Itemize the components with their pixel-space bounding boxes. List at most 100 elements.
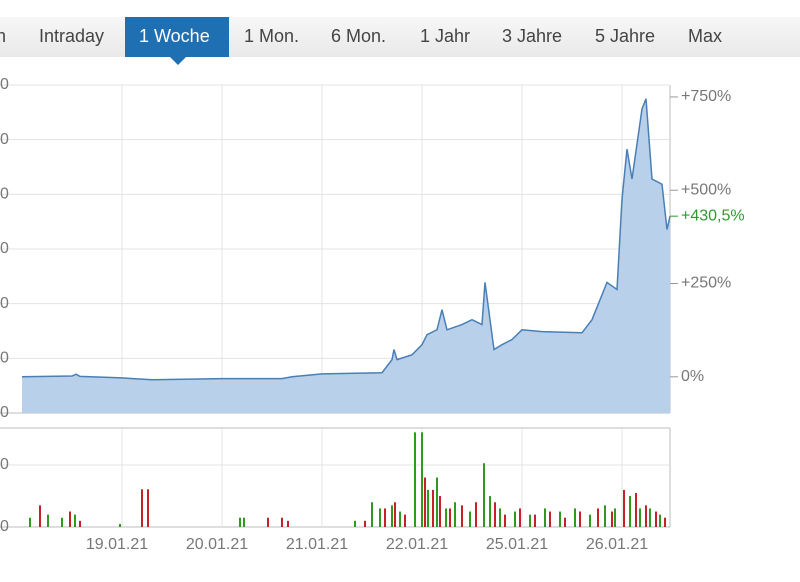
left-tick-label: 0: [0, 404, 9, 421]
left-tick-label: 0: [0, 76, 9, 93]
tab[interactable]: 1 Jahr: [420, 26, 470, 46]
volume-bar: [119, 523, 121, 527]
volume-bar: [544, 508, 546, 527]
volume-bar: [559, 511, 561, 527]
volume-bar: [29, 517, 31, 527]
volume-bar: [519, 508, 521, 527]
tab[interactable]: h: [0, 26, 6, 46]
volume-bar: [475, 502, 477, 527]
volume-bar: [489, 496, 491, 527]
volume-bar: [645, 505, 647, 527]
volume-bar: [79, 520, 81, 527]
tab[interactable]: 1 Woche: [139, 26, 210, 46]
volume-bar: [597, 508, 599, 527]
left-tick-label: 0: [0, 186, 9, 203]
x-tick-label: 26.01.21: [586, 536, 648, 553]
tab[interactable]: 5 Jahre: [595, 26, 655, 46]
volume-bar: [604, 505, 606, 527]
volume-bar: [281, 517, 283, 527]
volume-bar: [564, 517, 566, 527]
volume-bar: [74, 514, 76, 527]
volume-bar: [414, 432, 416, 527]
volume-bar: [504, 514, 506, 527]
tab[interactable]: 6 Mon.: [331, 26, 386, 46]
x-tick-label: 19.01.21: [86, 536, 148, 553]
left-tick-label: 0: [0, 456, 9, 473]
y2-tick-label: +250%: [681, 275, 731, 292]
volume-bar: [639, 508, 641, 527]
volume-bar: [499, 508, 501, 527]
y2-tick-label: +500%: [681, 181, 731, 198]
volume-bar: [287, 520, 289, 527]
left-tick-label: 0: [0, 240, 9, 257]
tab-bar: [0, 17, 800, 57]
volume-bar: [454, 502, 456, 527]
y2-tick-label: +750%: [681, 88, 731, 105]
volume-bar: [432, 489, 434, 527]
volume-bar: [39, 505, 41, 527]
volume-bar: [421, 432, 423, 527]
area: [22, 98, 670, 414]
volume-bar: [655, 511, 657, 527]
volume-bar: [649, 508, 651, 527]
x-tick-label: 21.01.21: [286, 536, 348, 553]
volume-bar: [514, 511, 516, 527]
volume-bar: [354, 520, 356, 527]
volume-bar: [239, 517, 241, 527]
volume-bar: [461, 505, 463, 527]
line: [21, 98, 671, 381]
volume-bar: [635, 492, 637, 527]
volume-bar: [449, 508, 451, 527]
volume-bar: [427, 489, 429, 527]
left-tick-label: 0: [0, 350, 9, 367]
y2-tick-label: 0%: [681, 368, 704, 385]
volume-bar: [659, 514, 661, 527]
volume-bar: [424, 477, 426, 527]
left-tick-label: 0: [0, 518, 9, 535]
volume-bar: [614, 508, 616, 527]
left-tick-label: 0: [0, 131, 9, 148]
volume-bar: [574, 508, 576, 527]
volume-bar: [534, 514, 536, 527]
volume-bar: [664, 517, 666, 527]
volume-bar: [371, 502, 373, 527]
volume-bar: [549, 511, 551, 527]
last-value-label: +430,5%: [681, 207, 745, 224]
volume-bar: [469, 511, 471, 527]
tab[interactable]: 3 Jahre: [502, 26, 562, 46]
volume-bar: [267, 517, 269, 527]
volume-bar: [364, 520, 366, 527]
tab-active-bg: [125, 17, 229, 57]
volume-bar: [61, 517, 63, 527]
x-tick-label: 22.01.21: [386, 536, 448, 553]
tab-pointer: [170, 57, 186, 65]
volume-bar: [445, 508, 447, 527]
volume-bar: [404, 514, 406, 527]
x-tick-label: 20.01.21: [186, 536, 248, 553]
volume-bar: [436, 477, 438, 527]
volume-bar: [439, 496, 441, 527]
volume-bar: [243, 517, 245, 527]
volume-bar: [47, 514, 49, 527]
tab[interactable]: Max: [688, 26, 722, 46]
volume-bar: [589, 514, 591, 527]
x-tick-label: 25.01.21: [486, 536, 548, 553]
left-tick-label: 0: [0, 295, 9, 312]
volume-bar: [399, 511, 401, 527]
volume-bar: [394, 502, 396, 527]
tab[interactable]: Intraday: [39, 26, 104, 46]
volume-bar: [529, 514, 531, 527]
volume-bar: [391, 505, 393, 527]
volume-bar: [494, 502, 496, 527]
volume-bar: [483, 463, 485, 527]
tab[interactable]: 1 Mon.: [244, 26, 299, 46]
volume-bar: [69, 511, 71, 527]
volume-bar: [611, 511, 613, 527]
volume-bar: [147, 489, 149, 527]
volume-bar: [623, 489, 625, 527]
volume-bar: [384, 508, 386, 527]
volume-bar: [629, 496, 631, 527]
volume-bar: [379, 508, 381, 527]
